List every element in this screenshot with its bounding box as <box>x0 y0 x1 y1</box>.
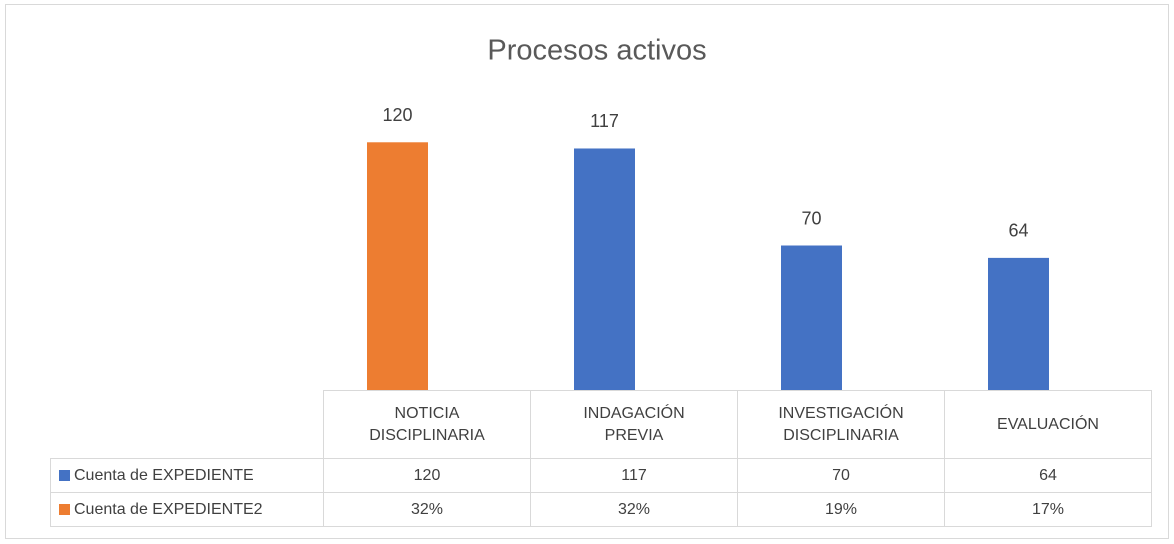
legend-entry: Cuenta de EXPEDIENTE2 <box>50 492 324 527</box>
table-cell: 17% <box>944 492 1152 527</box>
bar <box>781 245 842 390</box>
table-cell: 120 <box>323 458 531 493</box>
legend-key <box>59 470 70 481</box>
table-header-cell: NOTICIA DISCIPLINARIA <box>323 390 531 459</box>
legend-entry: Cuenta de EXPEDIENTE <box>50 458 324 493</box>
data-label: 120 <box>382 105 412 125</box>
table-header-cell: INVESTIGACIÓN DISCIPLINARIA <box>737 390 945 459</box>
table-cell: 70 <box>737 458 945 493</box>
bar <box>367 142 428 390</box>
table-header-cell: INDAGACIÓN PREVIA <box>530 390 738 459</box>
x-tick-label: INDAGACIÓN PREVIA <box>583 404 685 444</box>
x-tick-label: INVESTIGACIÓN DISCIPLINARIA <box>778 404 904 444</box>
legend-label: Cuenta de EXPEDIENTE2 <box>74 500 263 518</box>
table-cell: 32% <box>323 492 531 527</box>
table-cell: 32% <box>530 492 738 527</box>
chart-frame <box>5 4 1169 539</box>
table-header-cell: EVALUACIÓN <box>944 390 1152 459</box>
table-cell: 19% <box>737 492 945 527</box>
legend-label: Cuenta de EXPEDIENTE <box>74 466 254 484</box>
x-tick-label: EVALUACIÓN <box>997 415 1099 433</box>
legend-key <box>59 504 70 515</box>
x-tick-label: NOTICIA DISCIPLINARIA <box>369 404 485 444</box>
data-label: 64 <box>1008 221 1028 241</box>
bar <box>988 257 1049 390</box>
chart-title: Procesos activos <box>487 35 706 67</box>
data-label: 70 <box>801 208 821 228</box>
table-cell: 64 <box>944 458 1152 493</box>
table-cell: 117 <box>530 458 738 493</box>
data-label: 117 <box>590 111 619 131</box>
bar <box>574 148 635 390</box>
